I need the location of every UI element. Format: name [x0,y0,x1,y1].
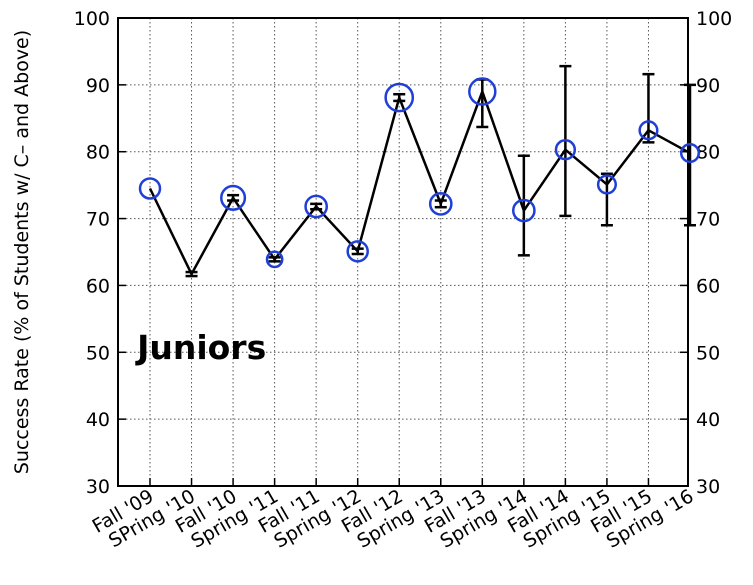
annotation-label: Juniors [135,328,266,367]
y-tick-label-right: 30 [696,476,720,498]
data-point [265,250,284,269]
plot-frame [117,17,689,487]
y-tick-label-right: 70 [696,209,720,231]
data-point [596,174,617,195]
y-tick-label-left: 100 [74,8,110,30]
y-tick-label-left: 30 [86,476,110,498]
y-tick-label-left: 40 [86,409,110,431]
y-tick-label-left: 90 [86,75,110,97]
data-point [346,240,369,263]
data-point [384,82,415,113]
y-tick-label-right: 100 [696,8,732,30]
error-bar [517,154,530,257]
y-tick-label-right: 50 [696,342,720,364]
series-line [148,90,691,276]
series [138,64,701,278]
y-tick-label-left: 50 [86,342,110,364]
error-bar [684,83,696,227]
data-point [638,120,659,141]
y-tick-label-right: 90 [696,75,720,97]
y-tick-label-right: 40 [696,409,720,431]
data-point [679,143,701,164]
error-bar [600,172,613,227]
data-point [220,184,247,211]
data-point [554,139,577,161]
data-point [511,198,536,223]
y-tick-label-left: 70 [86,209,110,231]
data-point [304,194,329,219]
data-point [468,77,497,106]
y-tick-label-right: 80 [696,142,720,164]
data-point [428,192,453,216]
y-axis-label: Success Rate (% of Students w/ C– and Ab… [11,30,33,474]
y-tick-label-left: 80 [86,142,110,164]
data-point [138,177,162,200]
y-tick-label-right: 60 [696,275,720,297]
y-tick-label-left: 60 [86,275,110,297]
